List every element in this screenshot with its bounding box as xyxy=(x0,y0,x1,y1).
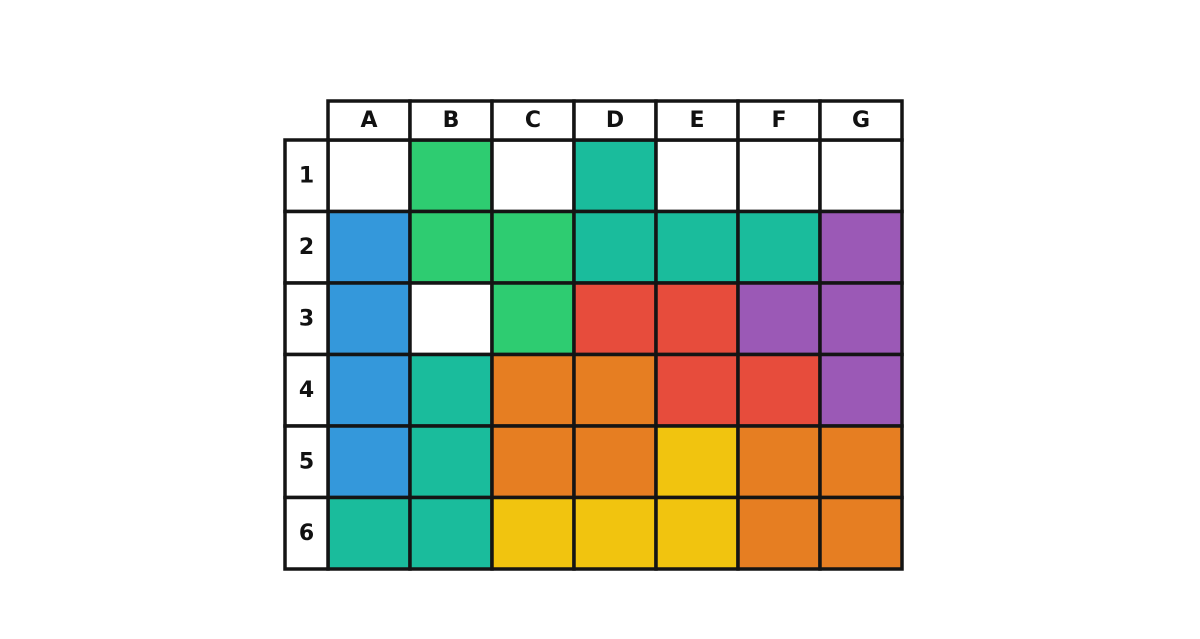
grid-cell xyxy=(490,424,576,500)
grid-cell xyxy=(408,495,494,571)
grid-cell xyxy=(408,352,494,428)
grid-cell xyxy=(490,209,576,285)
column-header: B xyxy=(443,108,460,133)
grid-cell xyxy=(572,281,658,357)
row-header: 4 xyxy=(299,378,314,403)
grid-cell xyxy=(490,352,576,428)
grid-cell xyxy=(654,495,740,571)
row-header: 1 xyxy=(299,163,314,188)
grid-cell xyxy=(572,495,658,571)
row-header-cell xyxy=(283,138,330,214)
column-header: E xyxy=(689,108,704,133)
column-header-cell xyxy=(326,99,412,142)
column-header: A xyxy=(360,108,377,133)
row-header-cell xyxy=(283,495,330,571)
grid-cell xyxy=(654,209,740,285)
grid-cell xyxy=(736,138,822,214)
row-header-cell xyxy=(283,281,330,357)
grid-cell xyxy=(326,424,412,500)
grid-cell xyxy=(736,352,822,428)
grid-cell xyxy=(736,495,822,571)
grid-cell xyxy=(326,352,412,428)
grid-cell xyxy=(326,281,412,357)
row-header: 3 xyxy=(299,306,314,331)
grid-cell xyxy=(490,495,576,571)
grid-cell xyxy=(490,281,576,357)
grid-cell xyxy=(326,495,412,571)
grid-cell xyxy=(572,138,658,214)
grid-cell xyxy=(408,281,494,357)
grid-cell xyxy=(572,424,658,500)
grid-cell xyxy=(818,138,904,214)
column-header-cell xyxy=(408,99,494,142)
grid-cell xyxy=(736,209,822,285)
column-header-cell xyxy=(818,99,904,142)
grid-cell xyxy=(408,209,494,285)
row-header: 5 xyxy=(299,449,314,474)
grid-cell xyxy=(818,352,904,428)
grid-cell xyxy=(818,424,904,500)
column-header: C xyxy=(525,108,541,133)
row-header: 6 xyxy=(299,521,314,546)
grid-cell xyxy=(736,424,822,500)
row-header: 2 xyxy=(299,235,314,260)
grid-cell xyxy=(818,281,904,357)
column-header-cell xyxy=(654,99,740,142)
column-header: G xyxy=(852,108,870,133)
grid-cell xyxy=(408,424,494,500)
grid-cell xyxy=(326,209,412,285)
column-header-cell xyxy=(490,99,576,142)
grid-cell xyxy=(654,424,740,500)
grid-cell xyxy=(654,281,740,357)
grid-cell xyxy=(572,209,658,285)
column-header: F xyxy=(771,108,786,133)
grid-cell xyxy=(654,138,740,214)
grid-cell xyxy=(818,495,904,571)
grid-cell xyxy=(572,352,658,428)
grid-cell xyxy=(408,138,494,214)
grid-cell xyxy=(736,281,822,357)
grid-cell xyxy=(490,138,576,214)
grid-cell xyxy=(818,209,904,285)
grid-cell xyxy=(654,352,740,428)
column-header: D xyxy=(606,108,624,133)
grid-cell xyxy=(326,138,412,214)
